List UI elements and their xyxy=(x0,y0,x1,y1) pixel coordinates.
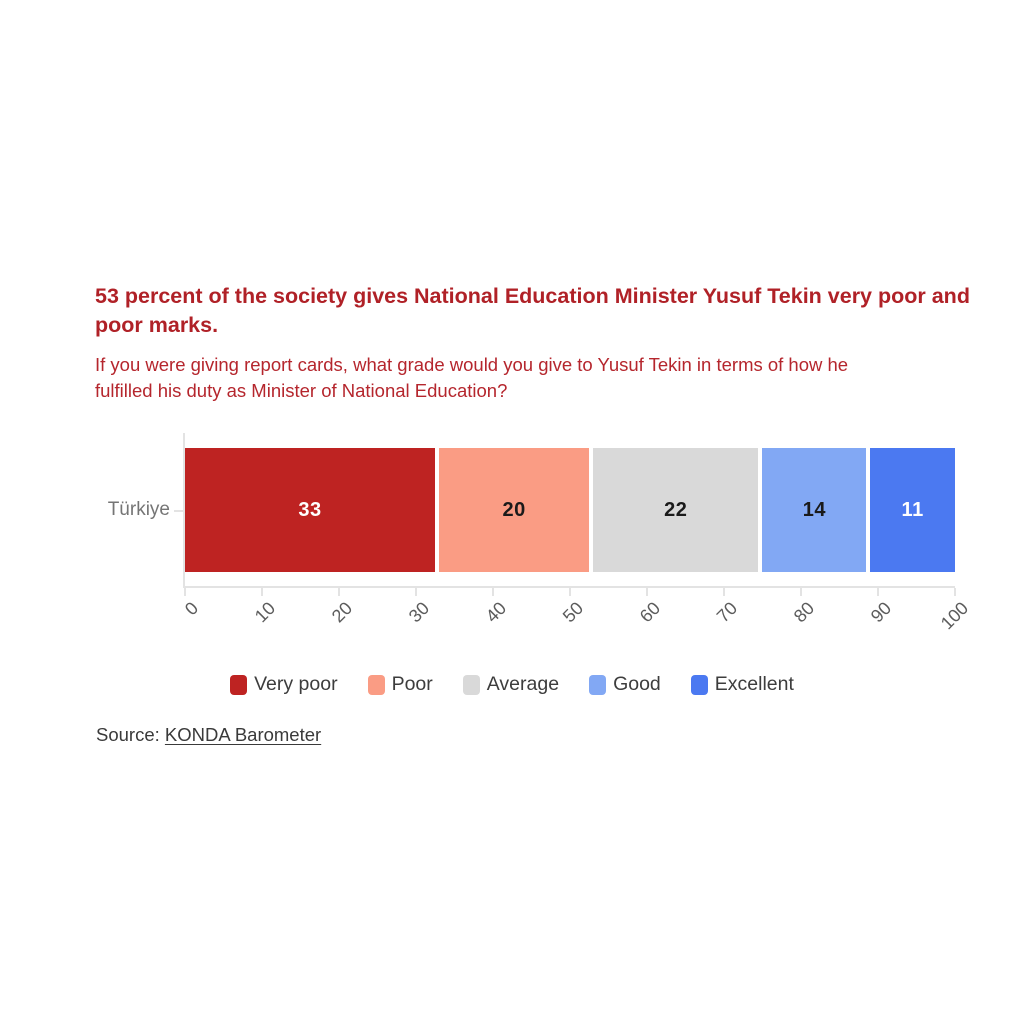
x-tick xyxy=(184,588,186,596)
legend-swatch-very-poor xyxy=(230,674,248,695)
legend-item-average: Average xyxy=(462,673,560,696)
legend-swatch-poor xyxy=(367,674,385,695)
x-tick xyxy=(954,588,956,596)
bar-value-label-very-poor: 33 xyxy=(298,498,322,521)
source-prefix: Source: xyxy=(96,724,165,745)
legend-swatch-excellent xyxy=(690,674,708,695)
legend-label-average: Average xyxy=(486,673,560,695)
source-link[interactable]: KONDA Barometer xyxy=(164,724,322,745)
legend-swatch-average xyxy=(462,674,480,695)
legend-item-good: Good xyxy=(589,673,661,696)
x-tick xyxy=(261,588,263,596)
x-tick-label: 60 xyxy=(635,598,665,627)
x-tick xyxy=(338,588,340,596)
bar-segment-poor: 20 xyxy=(439,448,594,572)
x-tick-label: 0 xyxy=(180,598,203,620)
legend-item-very-poor: Very poor xyxy=(230,673,338,696)
bar-segment-excellent: 11 xyxy=(870,448,955,572)
x-tick xyxy=(492,588,494,596)
source-line: Source: KONDA Barometer xyxy=(96,724,321,746)
x-tick-label: 90 xyxy=(866,598,896,627)
x-tick xyxy=(723,588,725,596)
legend-label-excellent: Excellent xyxy=(714,673,794,695)
legend-label-very-poor: Very poor xyxy=(254,673,338,695)
bar-segment-average: 22 xyxy=(593,448,763,572)
bar-value-label-good: 14 xyxy=(802,498,826,521)
x-tick xyxy=(415,588,417,596)
plot-area: 33 20 22 14 11 0 10 20 30 40 50 60 70 80 90 100 xyxy=(181,433,972,633)
x-tick-label: 70 xyxy=(712,598,742,627)
x-tick-label: 30 xyxy=(404,598,434,627)
x-tick-label: 20 xyxy=(327,598,357,627)
bar-segment-good: 14 xyxy=(762,448,871,572)
x-tick-label: 100 xyxy=(936,598,973,634)
legend-label-good: Good xyxy=(613,673,661,695)
x-tick-label: 10 xyxy=(250,598,280,627)
bar-value-label-average: 22 xyxy=(664,498,688,521)
bar-value-label-poor: 20 xyxy=(502,498,526,521)
legend-item-poor: Poor xyxy=(367,673,433,696)
bar-segment-very-poor: 33 xyxy=(185,448,440,572)
x-tick xyxy=(569,588,571,596)
category-tick xyxy=(174,510,183,512)
legend-swatch-good xyxy=(589,674,607,695)
legend-item-excellent: Excellent xyxy=(690,673,794,696)
x-tick xyxy=(877,588,879,596)
x-tick-label: 40 xyxy=(481,598,511,627)
legend-label-poor: Poor xyxy=(391,673,433,695)
chart-title: 53 percent of the society gives National… xyxy=(95,284,970,338)
x-tick xyxy=(800,588,802,596)
legend: Very poor Poor Average Good Excellent xyxy=(0,673,1024,696)
x-tick xyxy=(646,588,648,596)
category-label-turkiye: Türkiye xyxy=(107,499,170,520)
bar-value-label-excellent: 11 xyxy=(901,498,924,521)
x-tick-label: 80 xyxy=(789,598,819,627)
chart-subtitle: If you were giving report cards, what gr… xyxy=(95,354,849,401)
x-tick-label: 50 xyxy=(558,598,588,627)
stacked-bar: 33 20 22 14 11 xyxy=(185,448,955,572)
